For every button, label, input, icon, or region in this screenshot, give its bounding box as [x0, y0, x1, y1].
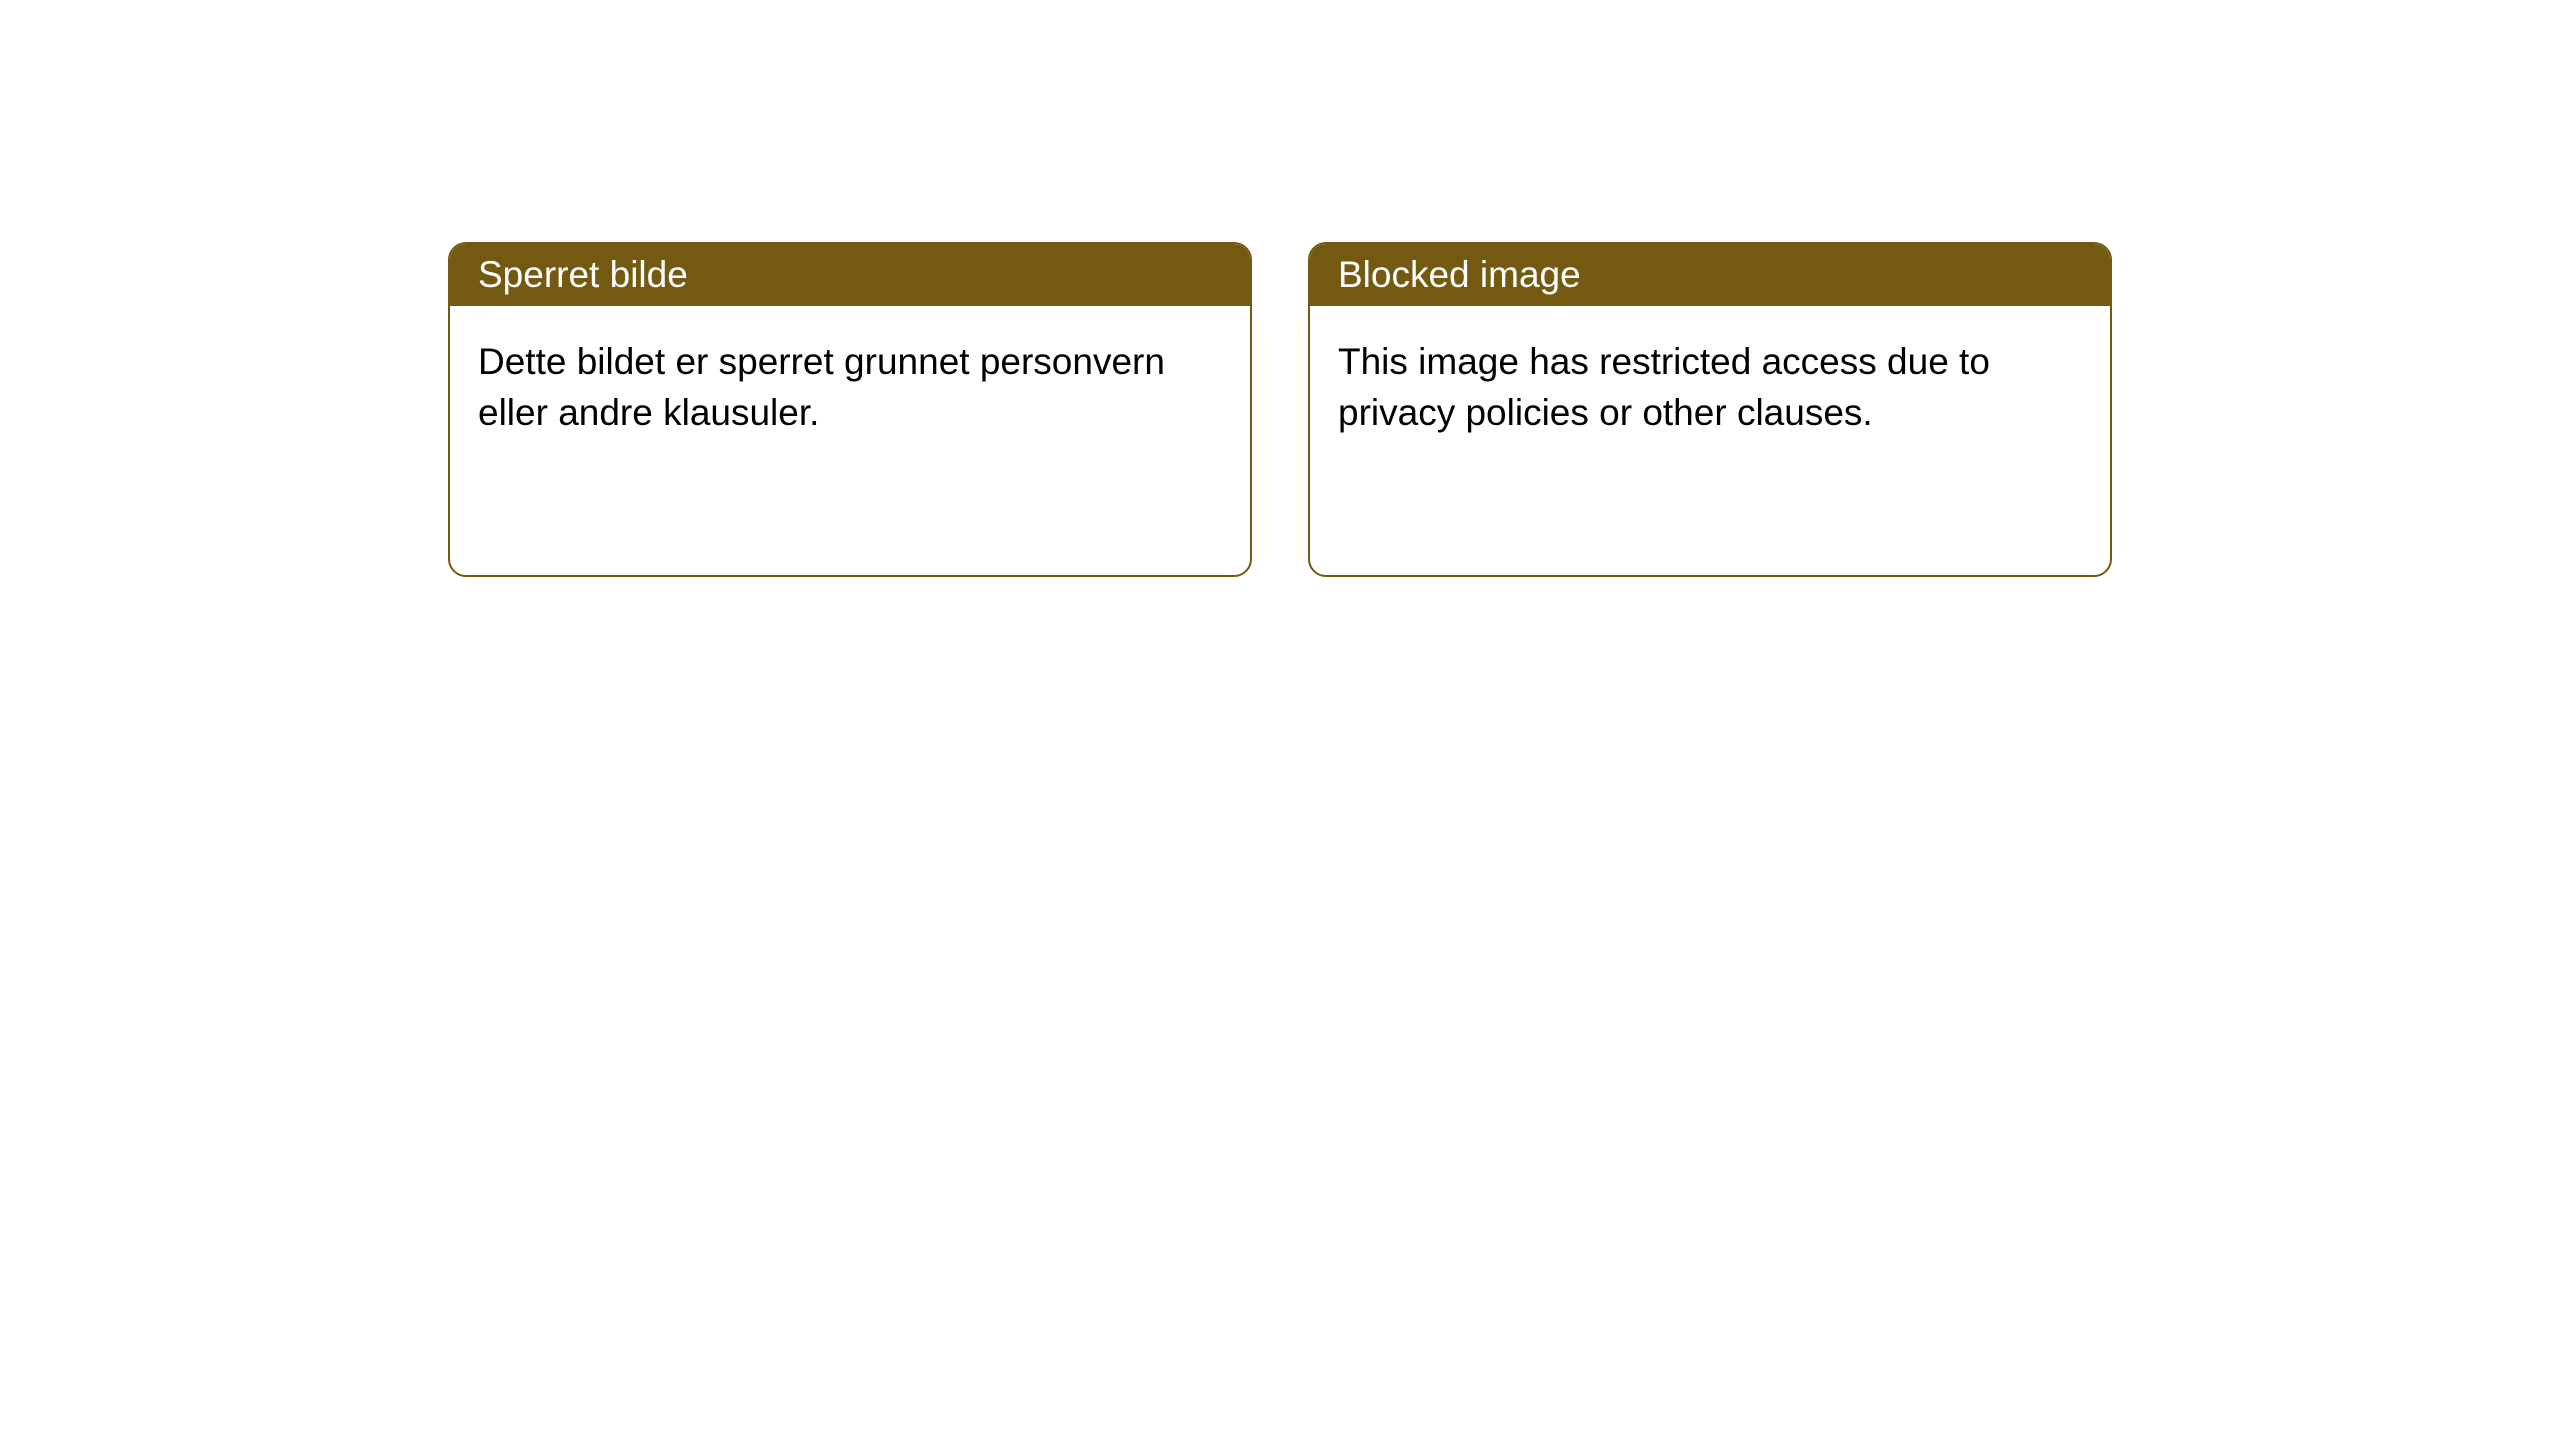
notice-header: Blocked image	[1310, 244, 2110, 306]
notice-header: Sperret bilde	[450, 244, 1250, 306]
notice-body: Dette bildet er sperret grunnet personve…	[450, 306, 1250, 468]
notice-card-norwegian: Sperret bilde Dette bildet er sperret gr…	[448, 242, 1252, 577]
notice-body: This image has restricted access due to …	[1310, 306, 2110, 468]
notice-card-english: Blocked image This image has restricted …	[1308, 242, 2112, 577]
notice-container: Sperret bilde Dette bildet er sperret gr…	[0, 0, 2560, 577]
